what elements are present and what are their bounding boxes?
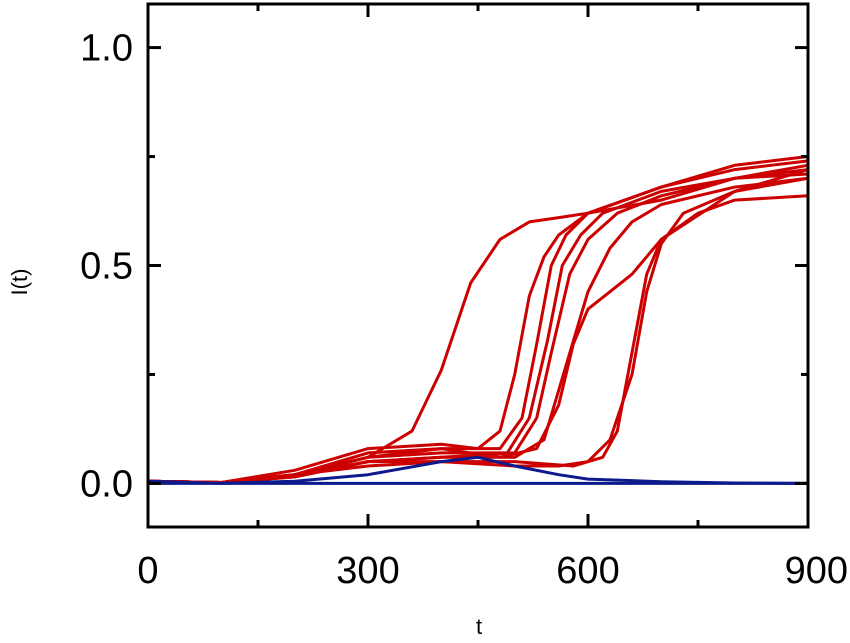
y-axis-title: I(t) [7,269,32,296]
x-tick-label: 300 [336,550,399,592]
outbreak-series-line-6 [146,176,810,484]
y-tick-label: 1.0 [80,28,133,70]
outbreak-series-line-9 [146,194,810,484]
y-tick-label: 0.0 [80,463,133,505]
x-axis-title: t [476,614,482,639]
tick-labels-group: 0 300 600 900 0.0 0.5 1.0 [80,28,848,592]
y-tick-label: 0.5 [80,246,133,288]
outbreak-series-line-8 [146,176,810,484]
x-tick-label: 900 [785,550,848,592]
x-tick-label: 0 [137,550,158,592]
outbreak-series-line-1 [146,163,810,484]
series-group [146,155,810,485]
outbreak-series-line-2 [146,155,810,484]
outbreak-series-line-5 [146,172,810,484]
x-tick-label: 600 [556,550,619,592]
outbreak-series-line-4 [146,168,810,484]
outbreak-series-line-7 [146,168,810,484]
plot-frame [146,2,810,529]
